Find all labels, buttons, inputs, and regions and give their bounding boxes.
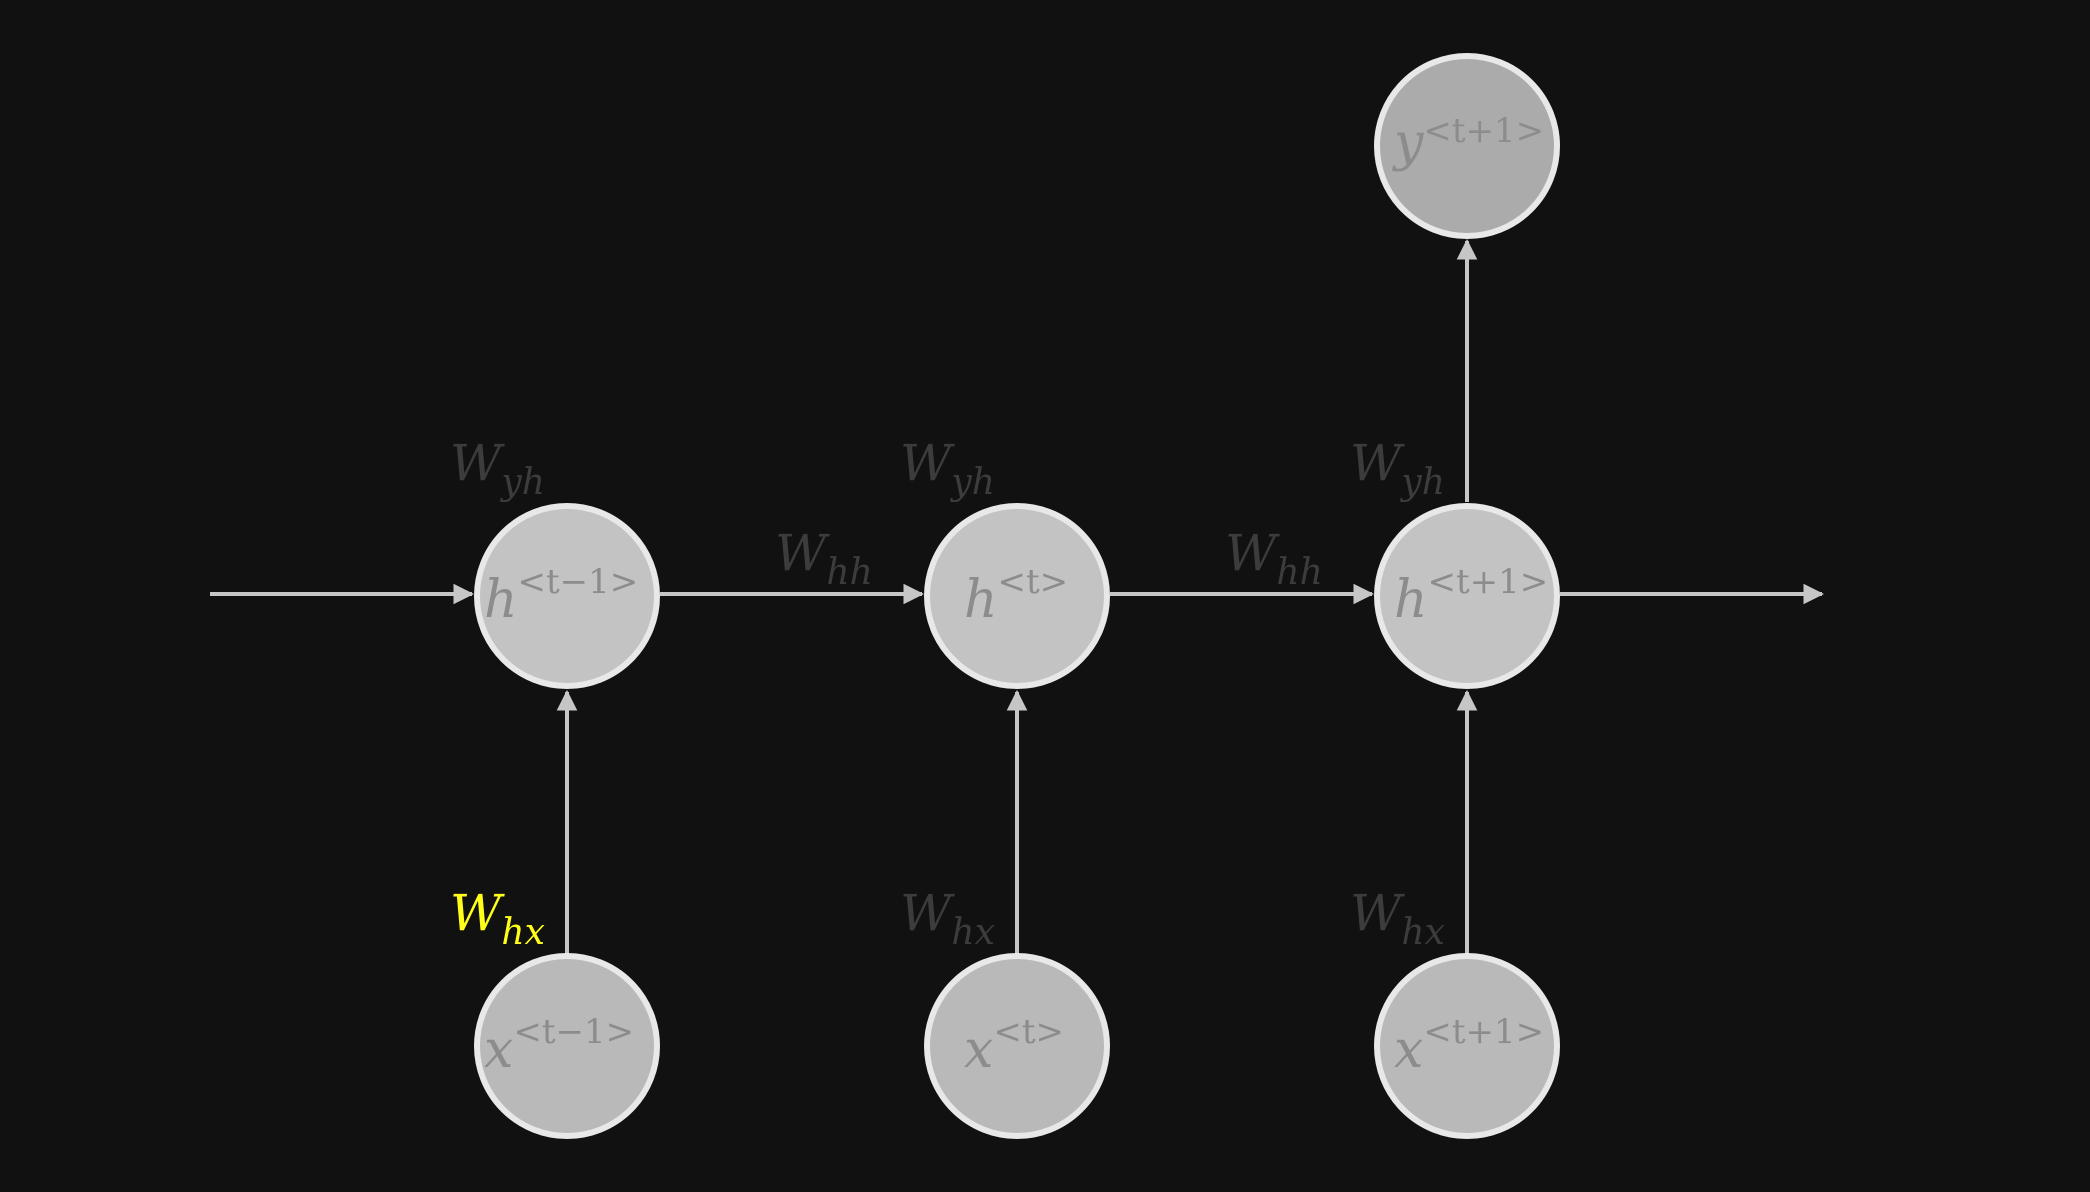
- node-x-next-base: x: [1394, 1020, 1423, 1080]
- node-x-next-sup: <t+1>: [1423, 1012, 1544, 1052]
- weight-label-wyh-3: Wyh: [1350, 434, 1445, 503]
- node-y-next-base: y: [1392, 113, 1424, 173]
- node-h-prev-circle: [474, 503, 660, 689]
- node-h-prev: h<t−1>: [474, 503, 660, 689]
- node-x-prev-base: x: [484, 1020, 513, 1080]
- node-x-curr: x<t>: [924, 953, 1110, 1139]
- node-x-prev-circle: [474, 953, 660, 1139]
- node-x-prev-label: x<t−1>: [484, 1012, 634, 1080]
- weight-label-wyh-2: Wyh: [900, 434, 995, 503]
- weight-label-whx-3: Whx: [1350, 884, 1445, 953]
- node-h-curr-circle: [924, 503, 1110, 689]
- node-h-curr-sup: <t>: [998, 562, 1069, 602]
- weight-label-whx-1-highlighted: Whx: [450, 884, 545, 953]
- node-h-prev-sup: <t−1>: [518, 562, 639, 602]
- node-x-curr-sup: <t>: [993, 1012, 1064, 1052]
- node-h-curr: h<t>: [924, 503, 1110, 689]
- weight-labels: Wyh Wyh Wyh Whh Whh Whx Whx Whx: [450, 434, 1445, 953]
- node-x-next-label: x<t+1>: [1394, 1012, 1544, 1080]
- node-h-prev-label: h<t−1>: [484, 562, 638, 630]
- node-x-curr-circle: [924, 953, 1110, 1139]
- node-x-next-circle: [1374, 953, 1560, 1139]
- node-h-next-sup: <t+1>: [1428, 562, 1549, 602]
- node-h-curr-base: h: [964, 570, 998, 630]
- node-y-next-label: y<t+1>: [1392, 111, 1544, 173]
- node-h-next: h<t+1>: [1374, 503, 1560, 689]
- weight-label-whh-1: Whh: [775, 524, 873, 593]
- weight-label-whx-2: Whx: [900, 884, 995, 953]
- edges: [210, 238, 1825, 954]
- node-y-next-sup: <t+1>: [1423, 111, 1544, 151]
- node-x-curr-label: x<t>: [964, 1012, 1064, 1080]
- node-x-curr-base: x: [964, 1020, 993, 1080]
- node-y-next-circle: [1374, 53, 1560, 239]
- node-h-curr-label: h<t>: [964, 562, 1068, 630]
- node-h-next-circle: [1374, 503, 1560, 689]
- node-x-prev-sup: <t−1>: [513, 1012, 634, 1052]
- node-x-prev: x<t−1>: [474, 953, 660, 1139]
- node-h-next-base: h: [1394, 570, 1428, 630]
- node-x-next: x<t+1>: [1374, 953, 1560, 1139]
- node-h-prev-base: h: [484, 570, 518, 630]
- node-y-next: y<t+1>: [1374, 53, 1560, 239]
- weight-label-wyh-1: Wyh: [450, 434, 545, 503]
- weight-label-whh-2: Whh: [1225, 524, 1323, 593]
- node-h-next-label: h<t+1>: [1394, 562, 1548, 630]
